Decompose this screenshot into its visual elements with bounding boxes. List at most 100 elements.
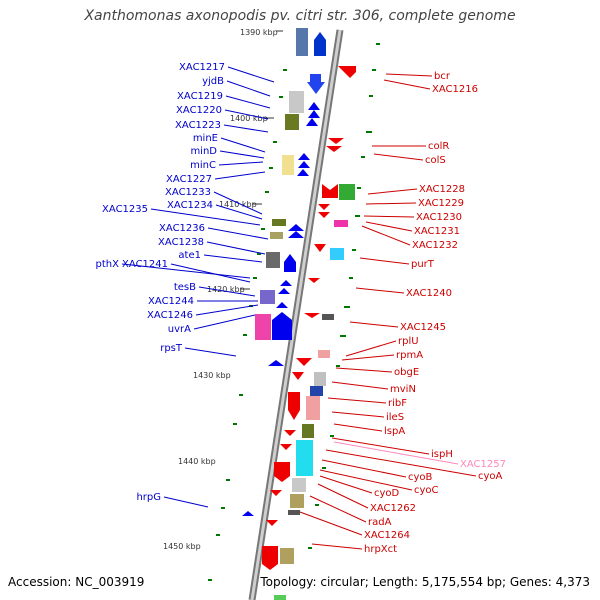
gene-label-left[interactable]: XAC1219 <box>177 91 223 102</box>
gene-label-left[interactable]: XAC1241 <box>122 259 168 270</box>
gene-label-right[interactable]: radA <box>368 517 392 528</box>
leader-line-right <box>349 321 399 328</box>
genome-title: Xanthomonas axonopodis pv. citri str. 30… <box>84 8 516 24</box>
leader-line-right <box>365 221 413 232</box>
gene-label-left[interactable]: XAC1220 <box>176 105 222 116</box>
gene-label-right[interactable]: mviN <box>390 384 416 395</box>
leader-line-left <box>207 227 269 240</box>
track-ticks <box>208 43 380 581</box>
gene-label-right[interactable]: XAC1229 <box>418 198 464 209</box>
gene-label-right[interactable]: XAC1230 <box>416 212 462 223</box>
genome-backbone <box>248 29 344 600</box>
leader-line-left <box>224 109 269 120</box>
gene-label-right[interactable]: cyoC <box>414 485 439 496</box>
gene-label-right[interactable]: hrpXct <box>364 544 397 555</box>
gene-label-left[interactable]: XAC1233 <box>165 187 211 198</box>
gene-label-right[interactable]: XAC1257 <box>460 459 506 470</box>
gene-label-left[interactable]: yjdB <box>202 76 224 87</box>
leader-line-left <box>193 314 256 330</box>
gene-label-left[interactable]: uvrA <box>168 324 191 335</box>
gene-label-left[interactable]: XAC1234 <box>167 200 213 211</box>
gene-label-left[interactable]: tesB <box>174 282 196 293</box>
gene-label-right[interactable]: XAC1231 <box>414 226 460 237</box>
gene-label-right[interactable]: XAC1264 <box>364 530 410 541</box>
gene-label-right[interactable]: purT <box>411 259 435 270</box>
gene-label-right[interactable]: ileS <box>386 412 404 423</box>
gene-label-left[interactable]: XAC1244 <box>148 296 194 307</box>
leader-line-left <box>195 304 259 316</box>
leader-line-left <box>225 95 271 109</box>
leader-line-right <box>361 225 411 246</box>
leader-line-right <box>327 397 387 404</box>
gene-label-left[interactable]: rpsT <box>160 343 183 354</box>
leader-line-left <box>223 124 269 133</box>
leader-line-left <box>198 286 256 297</box>
kbp-label-1410: 1410 kbp <box>219 200 257 209</box>
leader-line-right <box>365 202 417 205</box>
gene-label-right[interactable]: cyoA <box>478 471 503 482</box>
gene-label-left[interactable]: minC <box>190 160 216 171</box>
gene-label-left[interactable]: hrpG <box>136 492 161 503</box>
leader-line-right <box>319 475 373 494</box>
leader-line-right <box>385 73 433 77</box>
gene-label-right[interactable]: XAC1262 <box>370 503 416 514</box>
gene-label-left[interactable]: XAC1238 <box>158 237 204 248</box>
gene-label-right[interactable]: XAC1232 <box>412 240 458 251</box>
kbp-label-1390: 1390 kbp <box>240 28 278 37</box>
gene-label-right[interactable]: XAC1245 <box>400 322 446 333</box>
gene-label-right[interactable]: ribF <box>388 398 407 409</box>
leader-line-right <box>325 449 477 477</box>
gene-label-left[interactable]: XAC1227 <box>166 174 212 185</box>
kbp-label-1450: 1450 kbp <box>163 542 201 551</box>
gene-blocks <box>242 28 356 600</box>
gene-label-right[interactable]: XAC1228 <box>419 184 465 195</box>
leader-line-left <box>163 496 209 508</box>
gene-label-right[interactable]: cyoD <box>374 488 400 499</box>
leader-line-right <box>383 79 431 90</box>
gene-labels: XAC1217 yjdB XAC1219 XAC1220 XAC1223 minE minD… <box>96 62 506 555</box>
gene-label-right[interactable]: cyoB <box>408 472 433 483</box>
gene-label-left[interactable]: minE <box>193 133 218 144</box>
gene-label-right[interactable]: lspA <box>384 426 405 437</box>
gene-label-right[interactable]: XAC1216 <box>432 84 478 95</box>
gene-label-left[interactable]: XAC1246 <box>147 310 193 321</box>
leader-line-left <box>227 66 275 83</box>
gene-label-right[interactable]: rpmA <box>396 350 423 361</box>
topology-text: Topology: circular; Length: 5,175,554 bp… <box>260 575 590 589</box>
leader-line-right <box>333 441 459 465</box>
gene-label-right[interactable]: colR <box>428 141 449 152</box>
gene-label-left[interactable]: minD <box>190 146 217 157</box>
leader-line-left <box>215 204 263 220</box>
gene-label-right[interactable]: XAC1240 <box>406 288 452 299</box>
leader-line-right <box>331 411 385 418</box>
gene-label-left[interactable]: XAC1236 <box>159 223 205 234</box>
gene-label-right[interactable]: ispH <box>431 449 453 460</box>
accession-text: Accession: NC_003919 <box>8 575 145 589</box>
leader-line-right <box>331 381 389 390</box>
leader-line-right <box>355 287 405 294</box>
leader-lines <box>121 66 477 550</box>
gene-label-left[interactable]: ate1 <box>178 250 201 261</box>
leader-line-left <box>121 263 251 279</box>
leader-line-left <box>220 137 266 153</box>
leader-line-right <box>335 367 393 373</box>
gene-label-right[interactable]: rplU <box>398 336 419 347</box>
leader-line-left <box>214 171 266 180</box>
leader-line-left <box>203 254 263 263</box>
gene-label-right[interactable]: obgE <box>394 367 419 378</box>
leader-line-left <box>170 263 251 283</box>
gene-label-left[interactable]: XAC1235 <box>102 204 148 215</box>
leader-line-right <box>309 495 367 523</box>
kbp-label-1420: 1420 kbp <box>207 285 245 294</box>
gene-label-right[interactable]: colS <box>425 155 446 166</box>
leader-line-right <box>341 354 395 361</box>
gene-label-left[interactable]: XAC1217 <box>179 62 225 73</box>
leader-line-right <box>363 215 415 218</box>
gene-label-left[interactable]: XAC1223 <box>175 120 221 131</box>
leader-line-right <box>319 469 413 491</box>
kbp-label-1440: 1440 kbp <box>178 457 216 466</box>
gene-label-left[interactable]: pthX <box>96 259 120 270</box>
leader-line-right <box>367 188 418 195</box>
leader-line-right <box>345 340 397 357</box>
gene-label-right[interactable]: bcr <box>434 71 451 82</box>
